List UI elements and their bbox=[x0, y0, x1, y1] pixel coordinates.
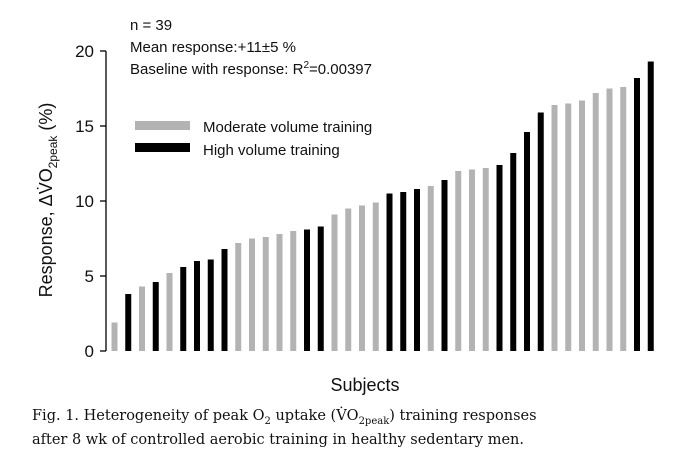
bar-subject-12 bbox=[262, 237, 269, 351]
bar-subject-2 bbox=[125, 294, 132, 351]
legend: Moderate volume training High volume tra… bbox=[135, 119, 372, 159]
bar-subject-10 bbox=[235, 243, 242, 351]
bar-subject-15 bbox=[304, 229, 310, 351]
y-axis-title-unit: (%) bbox=[36, 103, 56, 136]
bar-subject-35 bbox=[579, 100, 585, 351]
bar-subject-22 bbox=[400, 192, 407, 351]
y-axis-title-symbol: ΔV̇O bbox=[36, 168, 56, 206]
bar-subject-14 bbox=[290, 231, 297, 351]
caption-line-1-part-b: uptake (V̇O bbox=[270, 408, 359, 424]
y-axis-ticks: 0 5 10 15 20 bbox=[75, 42, 106, 361]
bar-subject-20 bbox=[372, 202, 379, 351]
bar-subject-26 bbox=[455, 171, 462, 351]
bar-subject-6 bbox=[180, 267, 187, 351]
bar-subject-31 bbox=[524, 132, 530, 351]
annotation-baseline-superscript: 2 bbox=[303, 60, 309, 71]
bar-subject-13 bbox=[276, 234, 283, 351]
bar-subject-3 bbox=[139, 286, 145, 351]
bar-subject-25 bbox=[441, 180, 448, 351]
bar-subject-28 bbox=[482, 168, 489, 351]
bar-chart: n = 39 Mean response:+11±5 % Baseline wi… bbox=[36, 17, 654, 395]
bar-subject-34 bbox=[565, 103, 572, 351]
legend-swatch-moderate bbox=[135, 121, 190, 130]
bars bbox=[111, 61, 654, 351]
caption-subscript-peak: 2peak bbox=[358, 415, 390, 427]
bar-subject-33 bbox=[551, 105, 558, 351]
annotation-baseline-correlation: Baseline with response: R2=0.00397 bbox=[130, 60, 372, 78]
bar-subject-27 bbox=[469, 169, 475, 351]
bar-subject-7 bbox=[194, 261, 200, 351]
bar-subject-36 bbox=[592, 93, 599, 351]
y-tick-label: 20 bbox=[75, 42, 94, 61]
legend-swatch-high bbox=[135, 143, 190, 152]
annotation-n: n = 39 bbox=[130, 17, 172, 34]
bar-subject-18 bbox=[345, 208, 352, 351]
bar-subject-40 bbox=[647, 61, 654, 351]
y-axis-title: Response, ΔV̇O2peak (%) bbox=[36, 103, 60, 298]
legend-label-high: High volume training bbox=[203, 142, 340, 159]
bar-subject-29 bbox=[496, 165, 503, 351]
caption-line-2: after 8 wk of controlled aerobic trainin… bbox=[32, 431, 524, 448]
bar-subject-24 bbox=[427, 186, 434, 351]
bar-subject-23 bbox=[414, 189, 420, 351]
y-tick-label: 10 bbox=[75, 192, 94, 211]
y-tick-label: 0 bbox=[85, 342, 94, 361]
y-tick-label: 5 bbox=[85, 267, 94, 286]
bar-subject-19 bbox=[359, 205, 365, 351]
bar-subject-5 bbox=[166, 273, 173, 351]
annotation-mean-response: Mean response:+11±5 % bbox=[130, 39, 296, 56]
bar-subject-21 bbox=[386, 193, 393, 351]
y-axis-title-main: Response, bbox=[36, 206, 56, 297]
legend-label-moderate: Moderate volume training bbox=[203, 119, 372, 136]
y-axis-title-subscript: 2peak bbox=[46, 135, 60, 169]
bar-subject-16 bbox=[317, 226, 324, 351]
y-tick-label: 15 bbox=[75, 117, 94, 136]
figure-caption: Fig. 1. Heterogeneity of peak O2 uptake … bbox=[32, 407, 672, 450]
caption-line-1-part-a: Fig. 1. Heterogeneity of peak O bbox=[32, 408, 265, 424]
bar-subject-37 bbox=[606, 88, 613, 351]
bar-subject-38 bbox=[620, 87, 627, 351]
bar-subject-30 bbox=[510, 153, 517, 351]
annotation-baseline-value: =0.00397 bbox=[309, 61, 372, 78]
bar-subject-8 bbox=[207, 259, 214, 351]
caption-subscript-o2: 2 bbox=[264, 415, 271, 427]
bar-subject-17 bbox=[331, 214, 338, 351]
caption-line-1-part-c: ) training responses bbox=[389, 408, 537, 424]
bar-subject-1 bbox=[111, 322, 118, 351]
bar-subject-9 bbox=[221, 249, 228, 351]
bar-subject-39 bbox=[634, 78, 640, 351]
annotation-baseline-prefix: Baseline with response: R bbox=[130, 61, 304, 78]
bar-subject-11 bbox=[249, 238, 255, 351]
caption-line-1: Fig. 1. Heterogeneity of peak O2 uptake … bbox=[32, 407, 672, 431]
bar-subject-32 bbox=[537, 112, 544, 351]
bar-subject-4 bbox=[152, 282, 159, 351]
x-axis-title: Subjects bbox=[330, 375, 399, 395]
